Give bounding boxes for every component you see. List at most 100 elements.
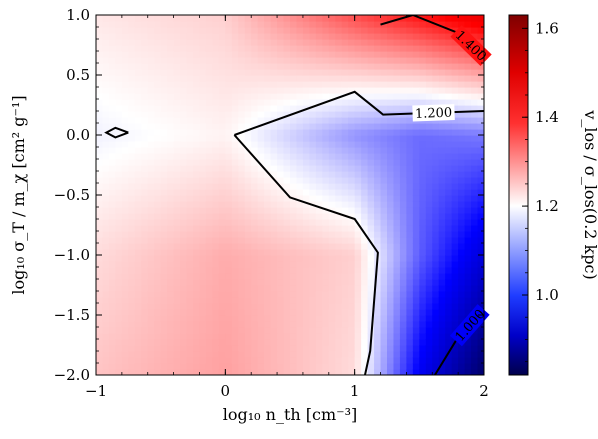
- heatmap-cell: [115, 39, 123, 46]
- heatmap-cell: [451, 45, 459, 52]
- heatmap-cell: [361, 189, 369, 196]
- heatmap-cell: [115, 75, 123, 82]
- heatmap-cell: [419, 21, 427, 28]
- heatmap-cell: [108, 135, 116, 142]
- heatmap-cell: [238, 69, 246, 76]
- heatmap-cell: [102, 165, 110, 172]
- heatmap-cell: [477, 195, 484, 202]
- heatmap-cell: [406, 273, 414, 280]
- heatmap-cell: [341, 369, 349, 375]
- heatmap-cell: [251, 111, 259, 118]
- heatmap-cell: [348, 213, 356, 220]
- heatmap-cell: [147, 219, 155, 226]
- heatmap-cell: [134, 21, 142, 28]
- heatmap-cell: [277, 339, 285, 346]
- heatmap-cell: [199, 225, 207, 232]
- heatmap-cell: [406, 321, 414, 328]
- heatmap-cell: [186, 159, 194, 166]
- heatmap-cell: [464, 309, 472, 316]
- heatmap-cell: [167, 51, 175, 58]
- heatmap-cell: [315, 189, 323, 196]
- heatmap-cell: [277, 141, 285, 148]
- heatmap-cell: [348, 147, 356, 154]
- heatmap-cell: [141, 345, 149, 352]
- heatmap-cell: [251, 15, 259, 22]
- heatmap-cell: [180, 291, 188, 298]
- heatmap-cell: [283, 87, 291, 94]
- heatmap-cell: [186, 15, 194, 22]
- heatmap-cell: [244, 15, 252, 22]
- heatmap-cell: [315, 15, 323, 22]
- heatmap-cell: [387, 81, 395, 88]
- heatmap-cell: [354, 159, 362, 166]
- heatmap-cell: [96, 123, 104, 130]
- heatmap-cell: [141, 231, 149, 238]
- heatmap-cell: [154, 129, 162, 136]
- heatmap-cell: [322, 81, 330, 88]
- heatmap-cell: [154, 183, 162, 190]
- heatmap-cell: [458, 231, 466, 238]
- heatmap-cell: [458, 303, 466, 310]
- heatmap-cell: [406, 165, 414, 172]
- heatmap-cell: [296, 351, 304, 358]
- heatmap-cell: [367, 363, 375, 370]
- heatmap-cell: [96, 51, 104, 58]
- heatmap-cell: [406, 231, 414, 238]
- heatmap-cell: [322, 333, 330, 340]
- heatmap-cell: [393, 363, 401, 370]
- heatmap-cell: [438, 231, 446, 238]
- heatmap-cell: [264, 189, 272, 196]
- heatmap-cell: [374, 369, 382, 375]
- heatmap-cell: [193, 111, 201, 118]
- heatmap-cell: [128, 27, 136, 34]
- heatmap-cell: [199, 309, 207, 316]
- heatmap-cell: [328, 219, 336, 226]
- heatmap-cell: [380, 345, 388, 352]
- heatmap-cell: [193, 309, 201, 316]
- heatmap-cell: [199, 297, 207, 304]
- heatmap-cell: [309, 93, 317, 100]
- heatmap-cell: [102, 171, 110, 178]
- heatmap-cell: [328, 21, 336, 28]
- heatmap-cell: [231, 345, 239, 352]
- heatmap-cell: [348, 351, 356, 358]
- heatmap-cell: [251, 261, 259, 268]
- heatmap-cell: [283, 69, 291, 76]
- heatmap-cell: [251, 369, 259, 375]
- heatmap-cell: [257, 339, 265, 346]
- heatmap-cell: [141, 297, 149, 304]
- heatmap-cell: [406, 33, 414, 40]
- heatmap-cell: [186, 303, 194, 310]
- heatmap-cell: [438, 267, 446, 274]
- heatmap-cell: [147, 195, 155, 202]
- heatmap-cell: [464, 57, 472, 64]
- heatmap-cell: [205, 87, 213, 94]
- heatmap-cell: [128, 93, 136, 100]
- heatmap-cell: [354, 45, 362, 52]
- heatmap-cell: [387, 177, 395, 184]
- heatmap-cell: [471, 21, 479, 28]
- heatmap-cell: [451, 237, 459, 244]
- heatmap-cell: [432, 165, 440, 172]
- heatmap-cell: [348, 45, 356, 52]
- heatmap-cell: [399, 123, 407, 130]
- heatmap-cell: [167, 75, 175, 82]
- heatmap-cell: [348, 81, 356, 88]
- heatmap-cell: [367, 57, 375, 64]
- heatmap-cell: [471, 255, 479, 262]
- heatmap-cell: [167, 63, 175, 70]
- heatmap-cell: [309, 99, 317, 106]
- heatmap-cell: [445, 207, 453, 214]
- heatmap-cell: [451, 201, 459, 208]
- heatmap-cell: [199, 213, 207, 220]
- heatmap-cell: [335, 45, 343, 52]
- heatmap-cell: [167, 255, 175, 262]
- heatmap-cell: [173, 63, 181, 70]
- heatmap-cell: [302, 45, 310, 52]
- heatmap-cell: [296, 285, 304, 292]
- heatmap-cell: [367, 27, 375, 34]
- heatmap-cell: [354, 183, 362, 190]
- heatmap-cell: [277, 201, 285, 208]
- heatmap-cell: [283, 255, 291, 262]
- heatmap-cell: [406, 141, 414, 148]
